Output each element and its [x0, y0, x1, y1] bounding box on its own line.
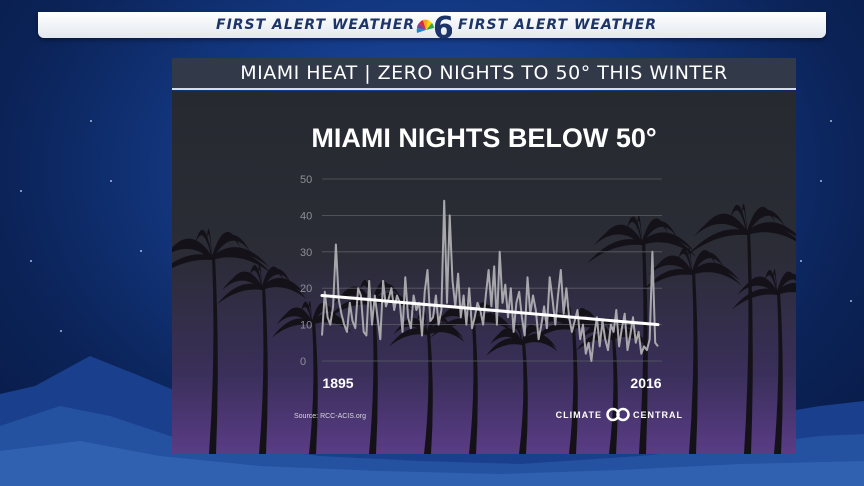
palm-tree — [486, 322, 558, 454]
palm-tree — [687, 203, 796, 454]
y-tick-label: 30 — [300, 247, 312, 259]
nbc-6-logo-icon: 6 — [416, 11, 452, 42]
y-axis-ticks: 0 10 20 30 40 50 — [300, 174, 312, 368]
series-group — [320, 199, 660, 362]
banner-left-text: FIRST ALERT WEATHER — [216, 17, 416, 33]
climate-central-rings-icon — [606, 407, 630, 422]
y-tick-label: 50 — [300, 174, 312, 186]
source-text: Source: RCC-ACIS.org — [294, 413, 366, 420]
star — [30, 260, 32, 262]
y-tick-label: 10 — [300, 320, 312, 332]
palm-tree — [732, 269, 796, 454]
star — [140, 250, 142, 252]
palm-tree — [217, 264, 307, 454]
y-tick-label: 0 — [300, 356, 306, 368]
palm-tree-silhouettes — [172, 203, 796, 454]
palm-tree — [642, 247, 742, 454]
title-bar-text: MIAMI HEAT | ZERO NIGHTS TO 50° THIS WIN… — [240, 62, 728, 84]
x-start-label: 1895 — [322, 375, 353, 391]
star — [800, 260, 802, 262]
y-tick-label: 20 — [300, 283, 312, 295]
chart-panel: MIAMI NIGHTS BELOW 50° 0 10 20 30 40 50 1895 … — [172, 91, 796, 454]
climate-central-logo: CLIMATE CENTRAL — [556, 407, 683, 422]
star — [820, 180, 822, 182]
star — [110, 180, 112, 182]
star — [830, 120, 832, 122]
svg-text:6: 6 — [433, 11, 452, 42]
chart-title: MIAMI NIGHTS BELOW 50° — [311, 123, 656, 153]
brand-right-text: CENTRAL — [633, 410, 683, 420]
star — [20, 190, 22, 192]
palm-tree — [172, 228, 272, 454]
top-banner: FIRST ALERT WEATHER 6 FIRST ALERT WEATHE… — [38, 11, 826, 42]
series-line-nights-below-50 — [321, 199, 659, 362]
trend-line — [320, 293, 660, 327]
x-end-label: 2016 — [630, 375, 661, 391]
title-bar: MIAMI HEAT | ZERO NIGHTS TO 50° THIS WIN… — [172, 58, 796, 90]
palm-tree — [389, 311, 465, 454]
star — [90, 120, 92, 122]
y-tick-label: 40 — [300, 210, 312, 222]
star — [850, 300, 852, 302]
banner-right-text: FIRST ALERT WEATHER — [458, 17, 658, 33]
brand-left-text: CLIMATE — [556, 410, 602, 420]
star — [60, 330, 62, 332]
